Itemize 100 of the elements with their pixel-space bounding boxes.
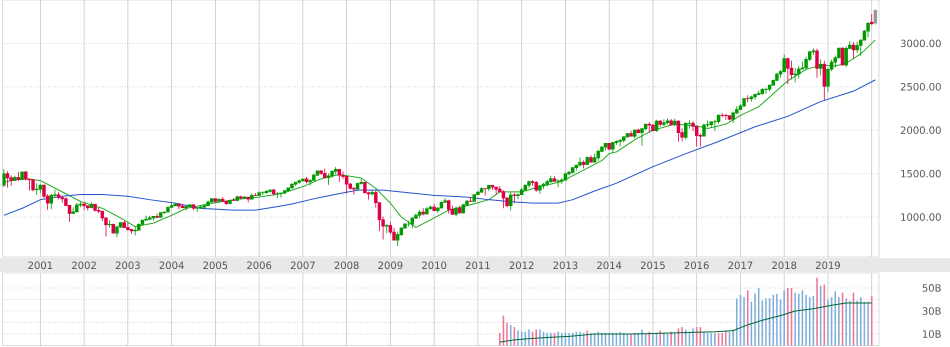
y-tick-label: 2500.00 [900,83,941,91]
candlestick [9,174,13,186]
candlestick [148,215,152,221]
candlestick [272,188,276,196]
candlestick [632,129,636,139]
x-tick-label: 2014 [597,262,622,270]
candlestick [793,67,797,83]
candlestick [86,205,90,211]
x-tick-label: 2016 [684,262,709,270]
candlestick [742,98,746,108]
candlestick [31,178,35,192]
candlestick [866,21,870,38]
candlestick [651,124,655,132]
candlestick [527,180,531,188]
candlestick [294,181,298,186]
x-tick-label: 2018 [772,262,796,270]
candlestick [604,142,608,151]
candlestick [180,204,184,208]
candlestick [440,200,444,209]
line-series [3,79,876,216]
candlestick [297,179,301,184]
x-tick-label: 2019 [816,262,840,270]
candlestick [13,175,17,181]
candlestick [276,191,280,198]
candlestick [232,198,236,202]
candlestick [421,208,425,216]
candlestick [323,168,326,178]
candlestick [90,202,94,208]
candlestick [214,198,218,204]
candlestick [662,118,666,126]
candlestick [636,128,640,134]
candlestick [508,191,512,211]
candlestick [870,14,874,26]
candlestick [852,42,856,60]
candlestick [370,189,374,196]
candlestick [490,184,494,190]
candlestick [319,170,323,176]
candlestick [756,90,760,96]
x-tick-label: 2004 [160,262,184,270]
x-tick-label: 2009 [378,262,402,270]
candlestick [720,112,724,118]
candlestick [462,204,466,214]
candlestick [480,186,484,193]
candlestick [202,204,206,210]
candlestick [195,207,199,212]
candlestick [586,156,590,165]
candlestick [6,170,10,188]
y-tick-label: 1500.00 [901,170,941,178]
candlestick [775,72,779,82]
candlestick [564,172,568,180]
candlestick [702,123,706,137]
candlestick [228,199,232,205]
candlestick [786,57,790,84]
candlestick [236,195,239,202]
candlestick [797,65,801,79]
candlestick [210,198,214,204]
candlestick [115,225,119,238]
candlestick [385,224,388,234]
candlestick [282,190,286,195]
candlestick [545,180,549,187]
candlestick [2,168,6,188]
candlestick [822,60,826,100]
candlestick [676,120,680,142]
candlestick [257,191,261,196]
candlestick [242,196,246,200]
candlestick [290,182,294,190]
candlestick [56,192,60,200]
candlestick [538,185,542,194]
x-tick-label: 2013 [553,262,578,270]
candlestick [268,189,272,194]
candlestick [50,193,54,210]
candlestick [596,149,600,162]
x-tick-label: 2011 [466,262,490,270]
candlestick [418,210,422,218]
candlestick [112,223,116,234]
candlestick [217,198,221,202]
candlestick [133,226,137,236]
candlestick [534,180,538,192]
candlestick [82,201,86,210]
candlestick [126,222,130,232]
candlestick [396,231,400,246]
candlestick [246,196,250,203]
x-tick-label: 2002 [72,262,96,270]
candlestick [654,119,658,132]
candlestick [279,192,283,198]
candlestick [152,216,156,221]
x-tick-label: 2012 [510,262,534,270]
candlestick [724,114,728,120]
candlestick [166,206,170,212]
y-tick-label: 3000.00 [900,40,941,48]
candlestick [199,205,203,209]
candlestick [618,138,622,147]
candlestick [589,155,593,164]
x-tick-label: 2006 [247,262,272,270]
x-tick-label: 2003 [116,262,140,270]
x-tick-label: 2007 [290,262,315,270]
candlestick [312,173,316,182]
candlestick [338,168,342,182]
x-tick-label: 2010 [422,262,446,270]
candlestick [611,141,615,154]
